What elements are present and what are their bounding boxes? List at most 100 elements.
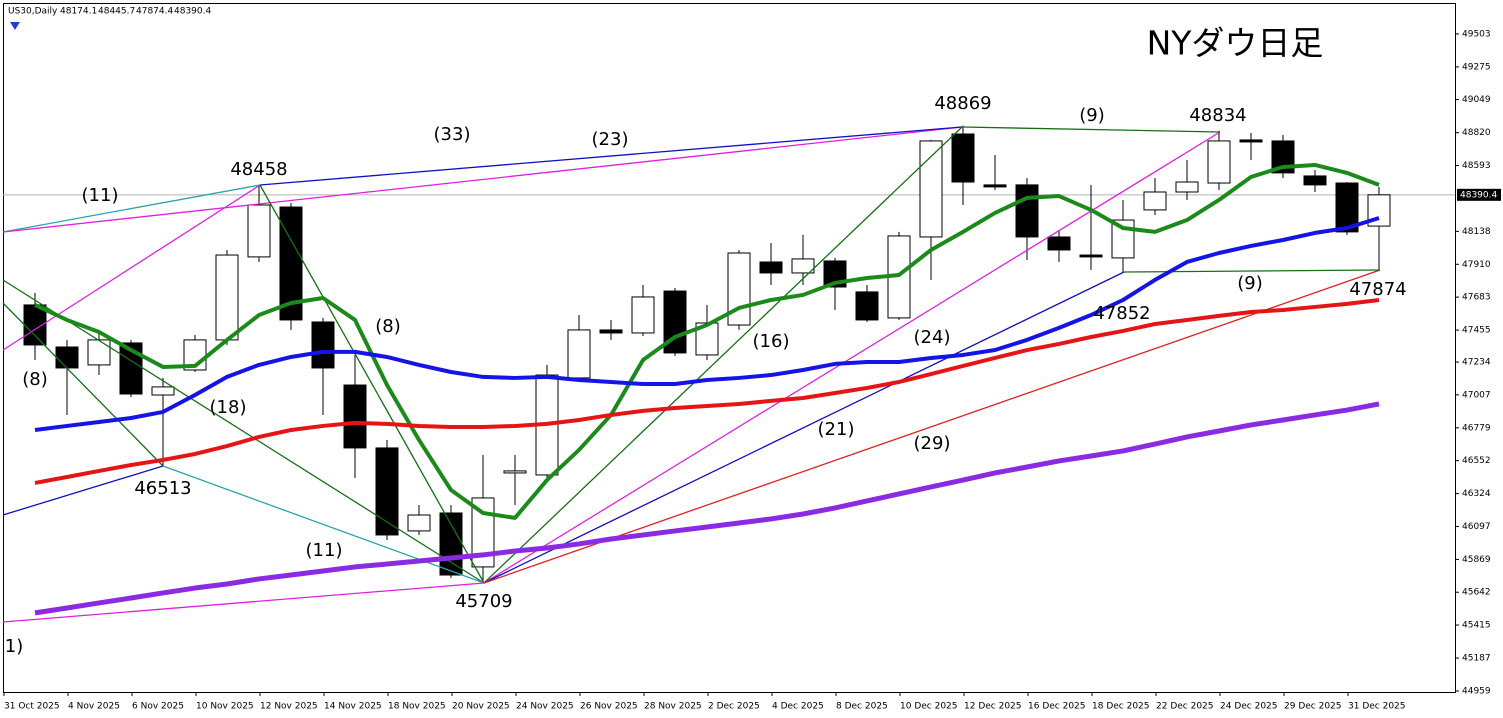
trend-line [162, 465, 485, 584]
candle-body [759, 261, 783, 274]
wave-count: (9) [1079, 105, 1105, 126]
candle-body [631, 296, 655, 334]
y-tick-label: 49503 [1462, 29, 1491, 39]
x-tick-label: 24 Nov 2025 [516, 702, 574, 712]
x-tick-label: 10 Nov 2025 [196, 702, 254, 712]
x-tick-label: 26 Nov 2025 [580, 702, 638, 712]
candle-body [919, 140, 943, 238]
candle-body [1079, 254, 1103, 258]
chart-title: NYダウ日足 [1147, 24, 1324, 63]
wave-count: (11) [306, 540, 343, 561]
candle-body [87, 339, 111, 366]
candle-body [567, 329, 591, 379]
candle-body [1239, 139, 1263, 143]
candle-body [343, 384, 367, 449]
x-tick-label: 2 Dec 2025 [708, 702, 760, 712]
candle-body [1047, 236, 1071, 251]
y-tick-label: 46779 [1462, 423, 1491, 433]
trend-line [2, 184, 261, 233]
candle-body [951, 133, 975, 183]
candle-body [439, 512, 463, 576]
candle-body [1303, 175, 1327, 186]
wave-count: (9) [1237, 273, 1263, 294]
candle-body [599, 329, 623, 334]
x-tick-label: 18 Dec 2025 [1092, 702, 1150, 712]
y-tick-label: 47234 [1462, 358, 1491, 368]
y-tick-label: 45415 [1462, 621, 1491, 631]
candle-body [791, 258, 815, 274]
y-tick-label: 44959 [1462, 686, 1491, 696]
y-tick-label: 47455 [1462, 326, 1491, 336]
header-low: 47874.4 [136, 7, 173, 17]
x-tick-label: 14 Nov 2025 [324, 702, 382, 712]
pivot-label: 48458 [230, 159, 287, 180]
candle-body [215, 254, 239, 341]
candle-body [503, 470, 527, 474]
moving-average [34, 216, 1380, 432]
candle-body [119, 342, 143, 395]
candle-body [247, 204, 271, 258]
candle-body [151, 386, 175, 396]
trend-line [483, 126, 963, 584]
moving-average [34, 162, 1380, 520]
y-tick-label: 47007 [1462, 390, 1491, 400]
y-tick-label: 49275 [1462, 62, 1491, 72]
trend-line [483, 271, 1125, 584]
candle-body [1143, 191, 1167, 211]
x-tick-label: 31 Dec 2025 [1348, 702, 1406, 712]
y-tick-label: 47683 [1462, 293, 1491, 303]
trend-line [483, 269, 1381, 584]
wave-count: (24) [914, 327, 951, 348]
x-tick-label: 12 Nov 2025 [260, 702, 318, 712]
candle-body [983, 184, 1007, 188]
trend-line [483, 131, 1221, 584]
y-tick-label: 47910 [1462, 260, 1491, 270]
trend-line [2, 126, 963, 233]
pivot-label: 48834 [1189, 105, 1246, 126]
y-tick-label: 45869 [1462, 555, 1491, 565]
x-tick-label: 4 Nov 2025 [68, 702, 120, 712]
header-high: 48445.7 [98, 7, 135, 17]
y-tick-label: 48593 [1462, 161, 1491, 171]
trend-line [2, 465, 164, 516]
candle-body [407, 514, 431, 532]
candle-body [1335, 182, 1359, 233]
trend-line [2, 302, 164, 467]
wave-count: (18) [210, 397, 247, 418]
trend-line [259, 126, 963, 186]
candle-body [279, 206, 303, 321]
x-tick-label: 22 Dec 2025 [1156, 702, 1214, 712]
wave-count: (33) [434, 124, 471, 145]
wave-count: (16) [753, 331, 790, 352]
candle-body [55, 346, 79, 369]
pivot-label: 48869 [934, 93, 991, 114]
candle-body [1015, 184, 1039, 238]
x-tick-label: 8 Dec 2025 [836, 702, 888, 712]
header-open: 48174.1 [60, 7, 97, 17]
y-tick-label: 48138 [1462, 227, 1491, 237]
wave-count: (11) [82, 185, 119, 206]
y-tick-label: 46324 [1462, 489, 1491, 499]
wave-count: (21) [818, 419, 855, 440]
y-tick-label: 45187 [1462, 654, 1491, 664]
wave-count: 1) [5, 636, 23, 657]
trend-line [2, 279, 485, 584]
trend-line [259, 184, 485, 584]
candle-body [663, 290, 687, 354]
trend-line [2, 582, 485, 623]
candle-body [855, 291, 879, 321]
x-tick-label: 18 Nov 2025 [388, 702, 446, 712]
x-tick-label: 29 Dec 2025 [1284, 702, 1342, 712]
moving-average [34, 401, 1380, 616]
y-tick-label: 49049 [1462, 95, 1491, 105]
x-tick-label: 4 Dec 2025 [772, 702, 824, 712]
wave-count: (29) [914, 433, 951, 454]
x-tick-label: 6 Nov 2025 [132, 702, 184, 712]
wave-count: (8) [22, 369, 48, 390]
x-tick-label: 12 Dec 2025 [964, 702, 1022, 712]
pivot-label: 45709 [455, 591, 512, 612]
price-tag-label: 48390.4 [1460, 190, 1497, 200]
y-tick-label: 46552 [1462, 456, 1491, 466]
